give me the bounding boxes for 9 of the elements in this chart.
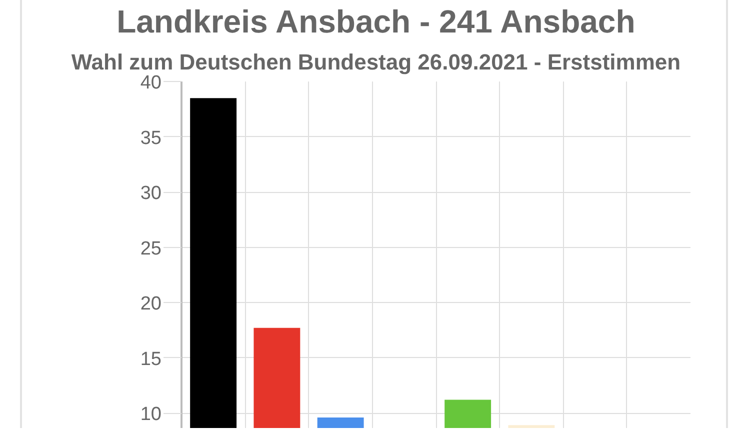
chart-subtitle: Wahl zum Deutschen Bundestag 26.09.2021 - Erststimmen	[71, 50, 681, 74]
y-tick-label: 15	[140, 348, 162, 370]
y-tick-label: 10	[140, 404, 162, 426]
y-tick-label: 35	[140, 128, 162, 149]
y-tick-label: 20	[140, 294, 162, 315]
y-tick-label: 25	[140, 238, 162, 260]
chart-title: Landkreis Ansbach - 241 Ansbach	[116, 4, 636, 40]
y-tick-label: 30	[140, 183, 162, 204]
y-tick-label: 40	[140, 72, 162, 94]
